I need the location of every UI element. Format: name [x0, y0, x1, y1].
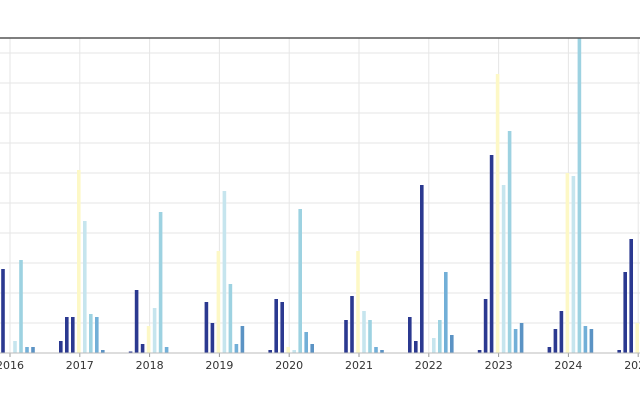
bar [71, 317, 75, 353]
x-tick-label: 2022 [415, 359, 443, 372]
bar [420, 185, 424, 353]
bar [158, 212, 163, 353]
bar [501, 185, 506, 353]
bar [617, 350, 621, 353]
bar [629, 239, 633, 353]
bar [292, 350, 296, 353]
bar [635, 323, 639, 353]
bar [483, 299, 488, 353]
bar [65, 317, 69, 353]
bar [13, 341, 17, 353]
bar [31, 347, 35, 353]
bar [513, 329, 518, 353]
bar [583, 326, 588, 353]
bar [164, 347, 169, 353]
bar [565, 173, 570, 353]
bar [240, 326, 245, 353]
bar [444, 272, 448, 353]
bar [380, 350, 384, 353]
bar [507, 131, 512, 353]
bar [228, 284, 233, 353]
bar [414, 341, 418, 353]
bar [101, 350, 105, 353]
x-tick-label: 2020 [275, 359, 303, 372]
bar [489, 155, 494, 353]
x-tick-label: 2024 [554, 359, 582, 372]
bar [519, 323, 524, 353]
bar [432, 338, 436, 353]
x-tick-label: 2023 [485, 359, 513, 372]
bar [234, 344, 239, 353]
bar [553, 329, 558, 353]
bar [216, 251, 221, 353]
bar [450, 335, 454, 353]
bar [134, 290, 139, 353]
bar [268, 350, 272, 353]
bar [128, 351, 133, 353]
bar [83, 221, 87, 353]
bar [547, 347, 552, 353]
x-tick-label: 2019 [205, 359, 233, 372]
bar [350, 296, 354, 353]
bar [152, 308, 157, 353]
bar [310, 344, 314, 353]
bar [274, 299, 278, 353]
bar [356, 251, 360, 353]
bar [362, 311, 366, 353]
bar [59, 341, 63, 353]
bar [571, 176, 576, 353]
bar [77, 170, 81, 353]
bar [374, 347, 378, 353]
bar [140, 344, 145, 353]
bar [368, 320, 372, 353]
x-tick-label: 2018 [136, 359, 164, 372]
bar [298, 209, 302, 353]
bar [280, 302, 284, 353]
bar [623, 272, 627, 353]
bar [344, 320, 348, 353]
x-tick-label: 2016 [0, 359, 24, 372]
bar [577, 38, 582, 353]
bar [408, 317, 412, 353]
bar [304, 332, 308, 353]
bar [222, 191, 227, 353]
bar [89, 314, 93, 353]
x-tick-label: 2025 [624, 359, 640, 372]
bar [25, 347, 29, 353]
bar [204, 302, 209, 353]
bar [589, 329, 594, 353]
bar [95, 317, 99, 353]
bar [559, 311, 564, 353]
bar [19, 260, 23, 353]
bar [146, 326, 151, 353]
bar [438, 320, 442, 353]
x-tick-label: 2017 [66, 359, 94, 372]
bar [1, 269, 5, 353]
bar [477, 350, 482, 353]
bar [286, 347, 290, 353]
bar [210, 323, 215, 353]
x-tick-label: 2021 [345, 359, 373, 372]
bar [495, 74, 500, 353]
